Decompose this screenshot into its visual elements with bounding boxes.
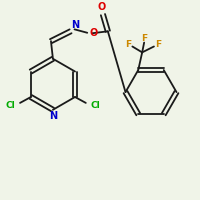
- Text: Cl: Cl: [91, 101, 100, 110]
- Text: Cl: Cl: [5, 101, 15, 110]
- Text: O: O: [98, 2, 106, 12]
- Text: F: F: [125, 40, 132, 49]
- Text: N: N: [49, 111, 57, 121]
- Text: N: N: [72, 20, 80, 30]
- Text: O: O: [89, 28, 97, 38]
- Text: F: F: [141, 34, 147, 43]
- Text: F: F: [155, 40, 161, 49]
